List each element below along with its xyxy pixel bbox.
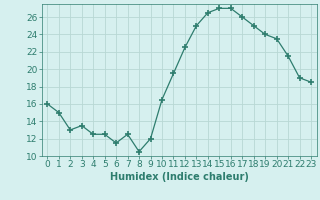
X-axis label: Humidex (Indice chaleur): Humidex (Indice chaleur) — [110, 172, 249, 182]
